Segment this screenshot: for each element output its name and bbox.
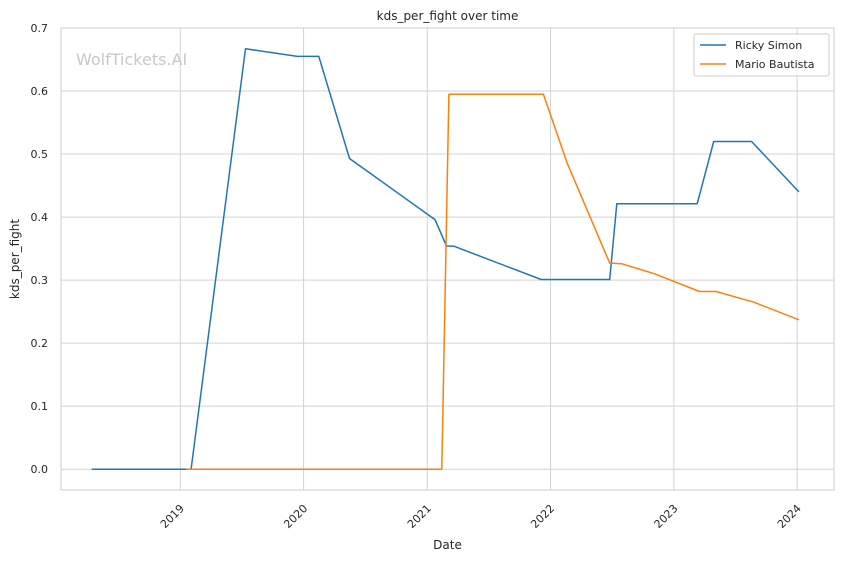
y-tick-label: 0.0 bbox=[31, 463, 49, 476]
plot-frame bbox=[60, 27, 835, 491]
x-tick-label: 2019 bbox=[158, 502, 187, 531]
gridlines bbox=[61, 27, 834, 490]
watermark: WolfTickets.AI bbox=[76, 50, 187, 69]
y-axis-label: kds_per_fight bbox=[8, 219, 22, 300]
y-tick-label: 0.6 bbox=[31, 85, 49, 98]
x-tick-label: 2020 bbox=[281, 502, 310, 531]
legend: Ricky Simon Mario Bautista bbox=[693, 33, 830, 77]
x-tick-label: 2022 bbox=[528, 502, 557, 531]
x-tick-label: 2021 bbox=[405, 502, 434, 531]
y-tick-label: 0.1 bbox=[31, 400, 49, 413]
y-axis-ticks: 0.0 0.1 0.2 0.3 0.4 0.5 0.6 0.7 bbox=[31, 22, 49, 476]
legend-box bbox=[693, 33, 830, 77]
y-tick-label: 0.2 bbox=[31, 337, 49, 350]
series-line-ricky-simon bbox=[91, 48, 800, 470]
x-tick-label: 2024 bbox=[775, 502, 804, 531]
series-line-mario-bautista bbox=[186, 93, 800, 470]
legend-label-ricky-simon: Ricky Simon bbox=[735, 39, 802, 52]
x-tick-label: 2023 bbox=[652, 502, 681, 531]
y-tick-label: 0.4 bbox=[31, 211, 49, 224]
y-tick-label: 0.5 bbox=[31, 148, 49, 161]
x-axis-ticks: 2019 2020 2021 2022 2023 2024 bbox=[158, 502, 804, 531]
x-axis-label: Date bbox=[433, 538, 462, 552]
legend-label-mario-bautista: Mario Bautista bbox=[735, 58, 814, 71]
y-tick-label: 0.3 bbox=[31, 274, 49, 287]
chart-title: kds_per_fight over time bbox=[377, 9, 519, 23]
series-lines bbox=[91, 48, 800, 470]
y-tick-label: 0.7 bbox=[31, 22, 49, 35]
